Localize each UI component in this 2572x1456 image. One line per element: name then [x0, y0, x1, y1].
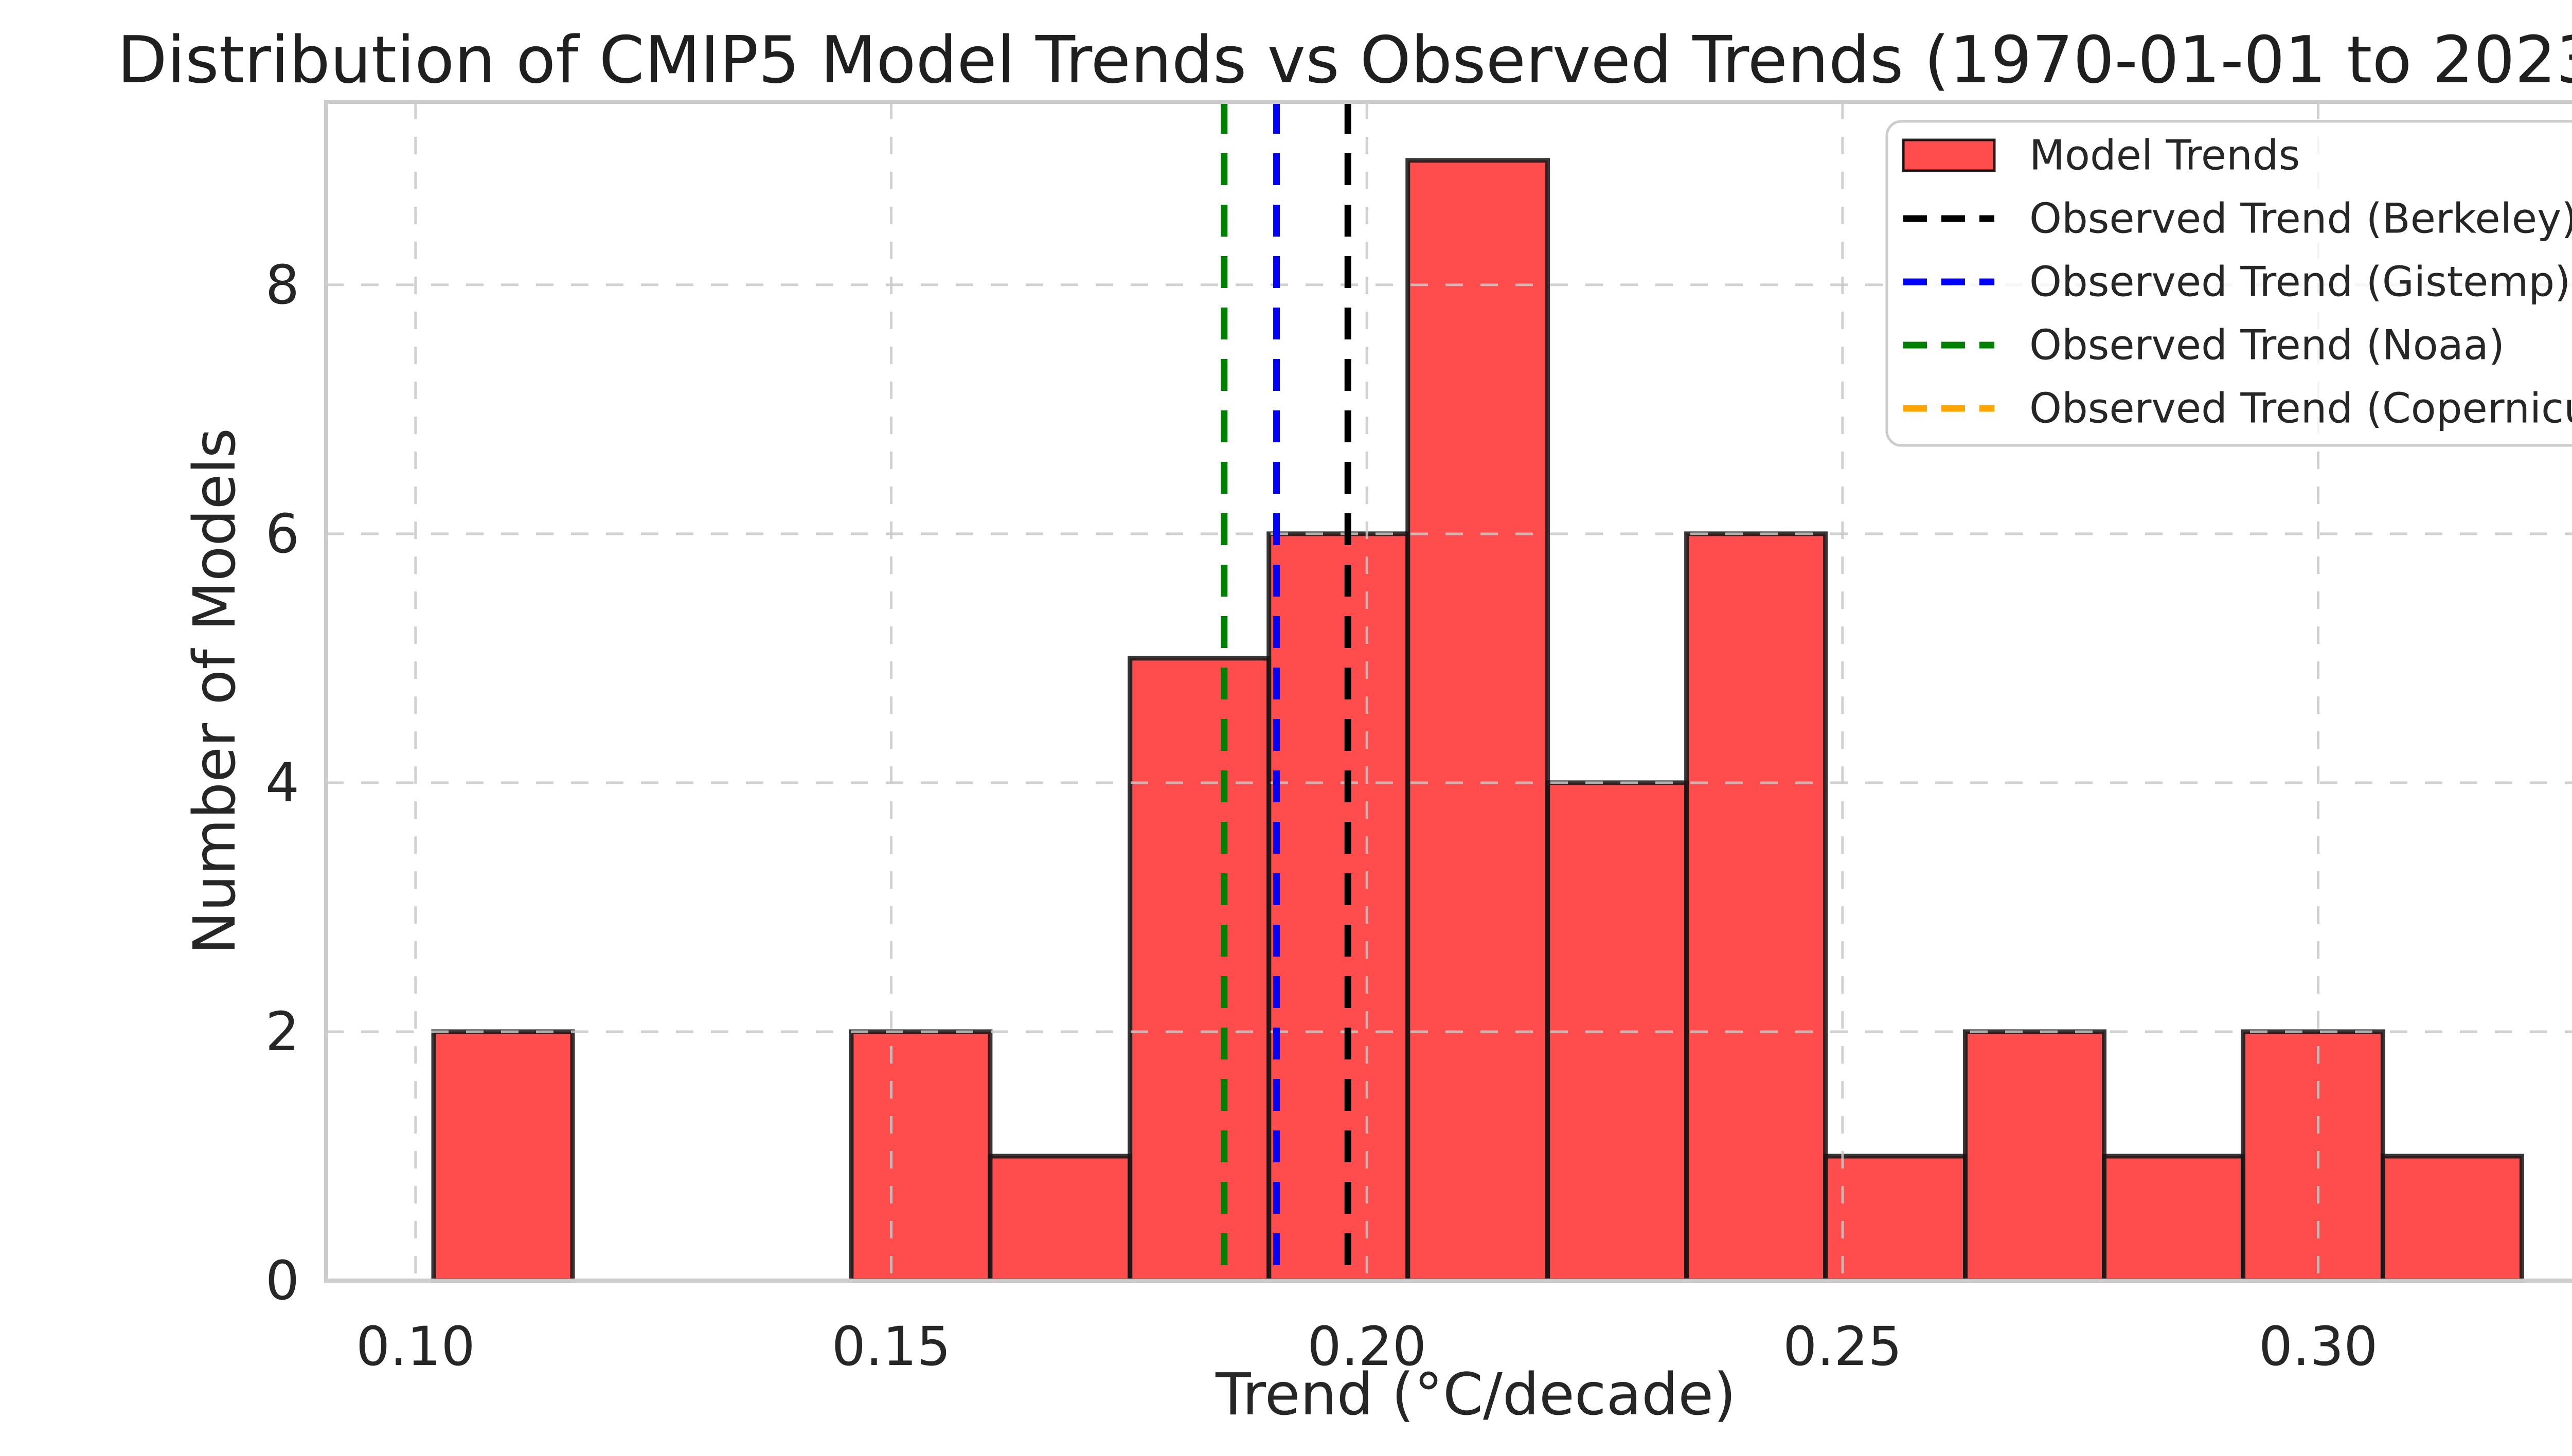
- legend: Model Trends Observed Trend (Berkeley) Obs…: [1885, 120, 2572, 447]
- chart-title: Distribution of CMIP5 Model Trends vs Ob…: [117, 22, 2572, 98]
- y-tick-label: 0: [265, 1249, 299, 1312]
- legend-box: [1885, 120, 2572, 447]
- legend-rows: Model Trends Observed Trend (Berkeley) Obs…: [1902, 132, 2572, 433]
- legend-item: Observed Trend (Noaa): [1903, 321, 2505, 369]
- histogram-bar: [1128, 656, 1272, 1283]
- y-tick-label: 2: [265, 1000, 299, 1063]
- histogram-bar: [2102, 1154, 2246, 1283]
- histogram-bar: [1266, 531, 1410, 1283]
- x-tick-label: 0.25: [1783, 1315, 1902, 1378]
- bars-layer: [431, 158, 2524, 1283]
- grid-layer: [326, 102, 2572, 1281]
- trend-lines-layer: [1221, 102, 1351, 1281]
- legend-item: Observed Trend (Gistemp): [1903, 258, 2570, 306]
- legend-item-label: Observed Trend (Noaa): [2029, 321, 2505, 369]
- y-tick-label: 4: [265, 751, 299, 814]
- histogram-bar: [2380, 1154, 2524, 1283]
- x-axis-label: Trend (°C/decade): [1215, 1361, 1736, 1428]
- x-tick-label: 0.15: [832, 1315, 951, 1378]
- histogram-bar: [1823, 1154, 1968, 1283]
- legend-item: Observed Trend (Copernicus): [1903, 385, 2572, 433]
- x-tick-label: 0.10: [356, 1315, 475, 1378]
- legend-item-label: Observed Trend (Gistemp): [2029, 258, 2570, 306]
- legend-swatch-model-trends: [1902, 138, 1996, 172]
- legend-item-label: Observed Trend (Berkeley): [2029, 195, 2572, 243]
- histogram-bar: [2241, 1029, 2385, 1283]
- x-tick-label: 0.30: [2259, 1315, 2378, 1378]
- histogram-bar: [1963, 1029, 2107, 1283]
- legend-item-label: Model Trends: [2029, 132, 2300, 179]
- y-tick-labels: 0 2 4 6 8: [265, 254, 299, 1312]
- histogram-bar: [431, 1029, 575, 1283]
- histogram-bar: [988, 1154, 1133, 1283]
- y-tick-label: 6: [265, 502, 299, 565]
- x-tick-labels: 0.10 0.15 0.20 0.25 0.30: [356, 1315, 2378, 1378]
- histogram-bar: [849, 1029, 993, 1283]
- legend-item: Observed Trend (Berkeley): [1903, 195, 2572, 243]
- y-axis-label: Number of Models: [182, 428, 248, 955]
- histogram-bar: [1684, 531, 1828, 1283]
- plot-area-frame: [324, 100, 2572, 1283]
- y-tick-label: 8: [265, 254, 299, 316]
- x-tick-label: 0.20: [1307, 1315, 1426, 1378]
- histogram-bar: [1405, 158, 1550, 1283]
- legend-item-label: Observed Trend (Copernicus): [2029, 385, 2572, 433]
- legend-item: Model Trends: [1902, 132, 2300, 179]
